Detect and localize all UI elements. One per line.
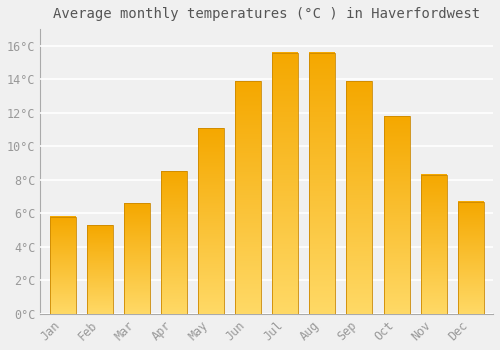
Bar [161, 172, 187, 314]
Bar [272, 52, 298, 314]
Bar [458, 202, 484, 314]
Title: Average monthly temperatures (°C ) in Haverfordwest: Average monthly temperatures (°C ) in Ha… [53, 7, 480, 21]
Bar [124, 203, 150, 314]
Bar [346, 81, 372, 314]
Bar [235, 81, 261, 314]
Bar [384, 116, 409, 314]
Bar [420, 175, 446, 314]
Bar [50, 217, 76, 314]
Bar [86, 225, 113, 314]
Bar [198, 128, 224, 314]
Bar [310, 52, 336, 314]
